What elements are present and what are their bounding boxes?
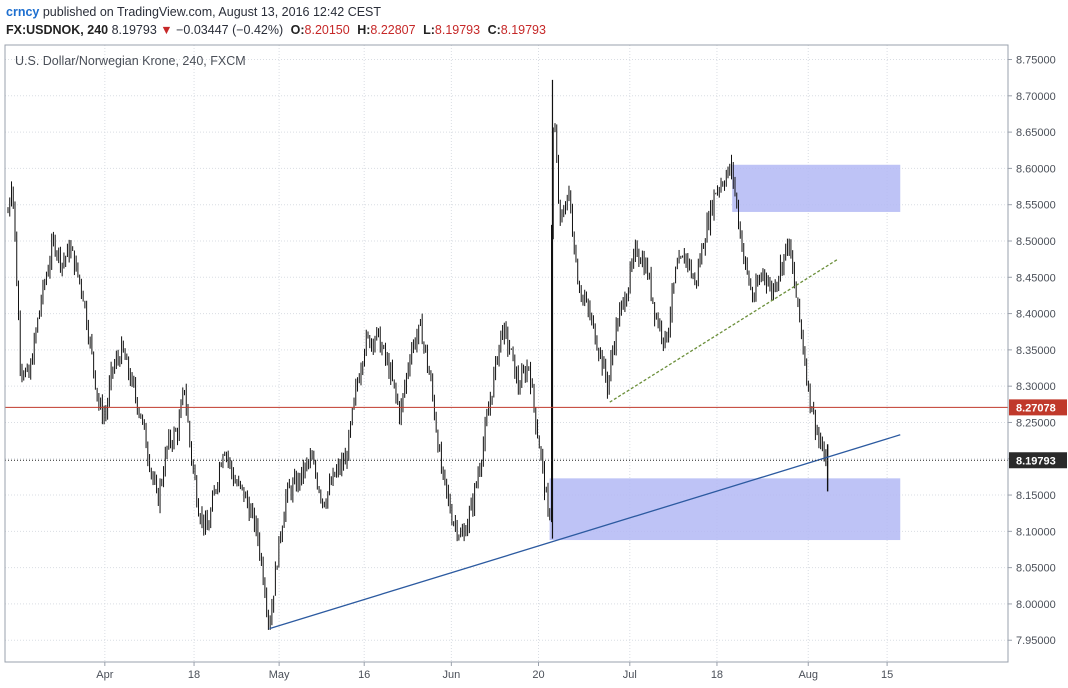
x-tick-label: May [269, 669, 290, 681]
candles [7, 79, 829, 630]
low-label: L: [423, 23, 435, 37]
x-tick-label: Apr [96, 669, 113, 681]
open-label: O: [290, 23, 305, 37]
last-price-badge [1009, 452, 1067, 469]
down-arrow-icon: ▼ [160, 23, 173, 37]
y-tick-label: 8.15000 [1016, 490, 1056, 502]
y-tick-label: 7.95000 [1016, 635, 1056, 647]
y-tick-label: 8.05000 [1016, 563, 1056, 575]
y-tick-label: 8.50000 [1016, 236, 1056, 248]
zones [549, 164, 901, 541]
last-price-label: 8.19793 [1016, 455, 1056, 467]
y-tick-label: 8.60000 [1016, 163, 1056, 175]
upper-supply-zone [732, 164, 901, 212]
x-tick-label: 18 [711, 669, 723, 681]
close-value: 8.19793 [500, 23, 546, 37]
dotted-trendline [609, 258, 839, 403]
horizontal-level-label: 8.27078 [1016, 402, 1056, 414]
lower-demand-zone [549, 478, 901, 541]
symbol-label[interactable]: FX:USDNOK, 240 [6, 23, 109, 37]
y-tick-label: 8.65000 [1016, 127, 1056, 139]
price-badges: 8.27078 8.19793 [1009, 399, 1067, 469]
y-tick-label: 8.10000 [1016, 526, 1056, 538]
y-tick-label: 8.75000 [1016, 55, 1056, 67]
y-tick-label: 8.45000 [1016, 272, 1056, 284]
last-price-text: 8.19793 [111, 23, 157, 37]
change-text: −0.03447 (−0.42%) [176, 23, 284, 37]
open-value: 8.20150 [304, 23, 350, 37]
x-tick-label: 18 [188, 669, 200, 681]
time-axis[interactable]: Apr 18 May 16 Jun 20 Jul 18 Aug 15 [96, 662, 893, 681]
close-label: C: [487, 23, 501, 37]
low-value: 8.19793 [434, 23, 481, 37]
high-value: 8.22807 [370, 23, 416, 37]
x-tick-label: 15 [881, 669, 893, 681]
publish-info: crncy published on TradingView.com, Augu… [6, 5, 381, 19]
overlays [5, 258, 1008, 630]
chart-header: crncy published on TradingView.com, Augu… [0, 0, 1068, 44]
x-tick-label: Aug [798, 669, 818, 681]
plot-frame [4, 44, 1009, 663]
y-tick-label: 8.35000 [1016, 345, 1056, 357]
author-link[interactable]: crncy [6, 5, 40, 19]
rising-trendline [269, 434, 901, 630]
chart-title: U.S. Dollar/Norwegian Krone, 240, FXCM [15, 54, 246, 68]
x-tick-label: 20 [532, 669, 544, 681]
published-text: published on TradingView.com, August 13,… [42, 5, 382, 19]
horizontal-level-badge [1009, 399, 1067, 416]
y-tick-label: 8.55000 [1016, 200, 1056, 212]
ohlc-legend: FX:USDNOK, 240 8.19793 ▼ −0.03447 (−0.42… [6, 23, 546, 37]
y-tick-label: 8.70000 [1016, 91, 1056, 103]
x-tick-label: 16 [358, 669, 370, 681]
price-axis[interactable]: 8.75000 8.70000 8.65000 8.60000 8.55000 8.500… [1008, 55, 1056, 648]
grid [5, 45, 1008, 662]
y-tick-label: 8.00000 [1016, 599, 1056, 611]
y-tick-label: 8.25000 [1016, 417, 1056, 429]
y-tick-label: 8.30000 [1016, 381, 1056, 393]
y-tick-label: 8.40000 [1016, 309, 1056, 321]
high-label: H: [357, 23, 371, 37]
x-tick-label: Jun [442, 669, 460, 681]
x-tick-label: Jul [623, 669, 637, 681]
